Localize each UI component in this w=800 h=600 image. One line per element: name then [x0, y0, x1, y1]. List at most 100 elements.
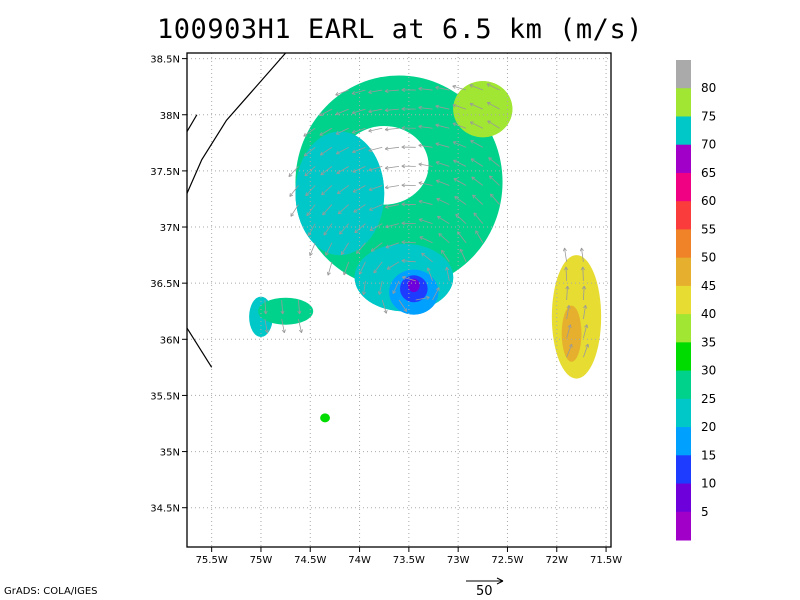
wind-vector: [470, 140, 484, 148]
wind-vector: [418, 144, 433, 148]
wind-vector-head: [453, 178, 458, 182]
wind-vector-head: [326, 271, 331, 276]
wind-vector: [368, 185, 383, 191]
wind-vector-head: [401, 126, 406, 131]
wind-vector: [298, 299, 301, 314]
wind-vector: [418, 200, 433, 205]
wind-vector-head: [368, 187, 373, 192]
wind-vector-head: [469, 102, 474, 107]
wind-vector-head: [469, 84, 474, 88]
wind-vector-head: [335, 131, 340, 135]
wind-vector: [452, 122, 467, 129]
wind-vector: [385, 204, 400, 208]
wind-vector-head: [470, 140, 475, 144]
wind-vector: [368, 166, 383, 171]
wind-vector: [305, 185, 316, 197]
wind-vector-head: [435, 123, 440, 128]
wind-vector-head: [402, 275, 406, 280]
x-tick-label: 74W: [348, 555, 371, 566]
wind-vector-head: [392, 290, 397, 294]
wind-vector: [352, 127, 366, 134]
colorbar-label: 55: [701, 222, 716, 236]
wind-vector: [323, 223, 333, 236]
wind-vector-head: [418, 86, 422, 91]
wind-vector: [352, 185, 366, 193]
y-tick-label: 36.5N: [150, 279, 180, 290]
wind-vector-head: [384, 146, 389, 151]
wind-vector: [582, 266, 584, 281]
wind-vector: [582, 305, 586, 320]
wind-vector-head: [438, 233, 443, 237]
x-tick-label: 75.5W: [196, 555, 228, 566]
wind-vector: [298, 318, 302, 333]
wind-vector: [454, 196, 467, 205]
wind-vector: [446, 267, 450, 281]
wind-vector: [488, 157, 500, 167]
plot-frame: [186, 52, 612, 548]
wind-vector: [385, 242, 400, 248]
colorbar-swatch: [676, 144, 691, 174]
wind-vector-head: [373, 269, 378, 274]
wind-vector: [565, 266, 568, 281]
wind-vector-head: [471, 176, 476, 181]
wind-vector-head: [385, 244, 390, 249]
wind-vector-head: [361, 291, 366, 296]
colorbar-label: 50: [701, 251, 716, 265]
wind-vector-head: [401, 221, 406, 226]
wind-vector-head: [401, 258, 406, 263]
wind-vector: [337, 185, 349, 194]
colorbar-swatch: [676, 201, 691, 230]
wind-vector-head: [579, 247, 584, 252]
wind-vector-head: [401, 183, 406, 188]
colorbar-label: 45: [701, 279, 716, 293]
wind-vector-head: [354, 229, 359, 234]
wind-vector-head: [435, 179, 440, 184]
wind-vector-head: [303, 132, 308, 137]
wind-vector-head: [418, 143, 423, 148]
wind-vector: [487, 120, 500, 129]
wind-vector-head: [435, 287, 440, 292]
wind-vector: [358, 261, 366, 275]
chart-title: 100903H1 EARL at 6.5 km (m/s): [157, 14, 643, 45]
wind-vector-head: [307, 232, 312, 237]
wind-vector-head: [487, 120, 492, 125]
wind-vector: [351, 89, 366, 95]
wind-vector: [418, 182, 433, 186]
wind-region-west-patch-b: [257, 297, 314, 325]
wind-vector-head: [401, 106, 406, 112]
wind-vector-head: [370, 247, 375, 252]
wind-vector-head: [297, 310, 302, 315]
y-tick-label: 38.5N: [150, 55, 180, 66]
colorbar-swatch: [676, 88, 691, 117]
wind-vector-head: [452, 84, 457, 89]
wind-vector-head: [401, 164, 406, 169]
wind-vector: [453, 178, 467, 186]
wind-vector: [566, 286, 568, 301]
wind-vector: [368, 89, 383, 93]
wind-vector-head: [437, 215, 441, 220]
wind-vector-head: [567, 324, 572, 329]
wind-vector-head: [418, 105, 423, 110]
wind-vector: [352, 146, 366, 153]
x-tick-label: 71.5W: [590, 555, 622, 566]
wind-vector-head: [418, 199, 423, 204]
wind-vector-head: [562, 247, 567, 252]
wind-vector: [307, 223, 316, 236]
wind-vector-head: [335, 150, 340, 155]
wind-vector: [469, 84, 483, 91]
wind-vector-head: [584, 324, 589, 329]
wind-vector-head: [319, 151, 324, 156]
wind-vector-head: [385, 224, 389, 229]
wind-vector: [475, 230, 484, 243]
wind-vector: [353, 204, 366, 213]
colorbar-label: 70: [701, 138, 716, 152]
wind-vector-head: [383, 309, 388, 314]
wind-vector: [398, 299, 408, 312]
wind-vector: [486, 83, 500, 91]
wind-vector-head: [319, 132, 324, 136]
wind-vector: [401, 241, 416, 244]
colorbar-label: 75: [701, 109, 716, 123]
wind-vector: [337, 204, 349, 215]
wind-vector: [427, 267, 433, 282]
x-tick-label: 74.5W: [294, 555, 326, 566]
